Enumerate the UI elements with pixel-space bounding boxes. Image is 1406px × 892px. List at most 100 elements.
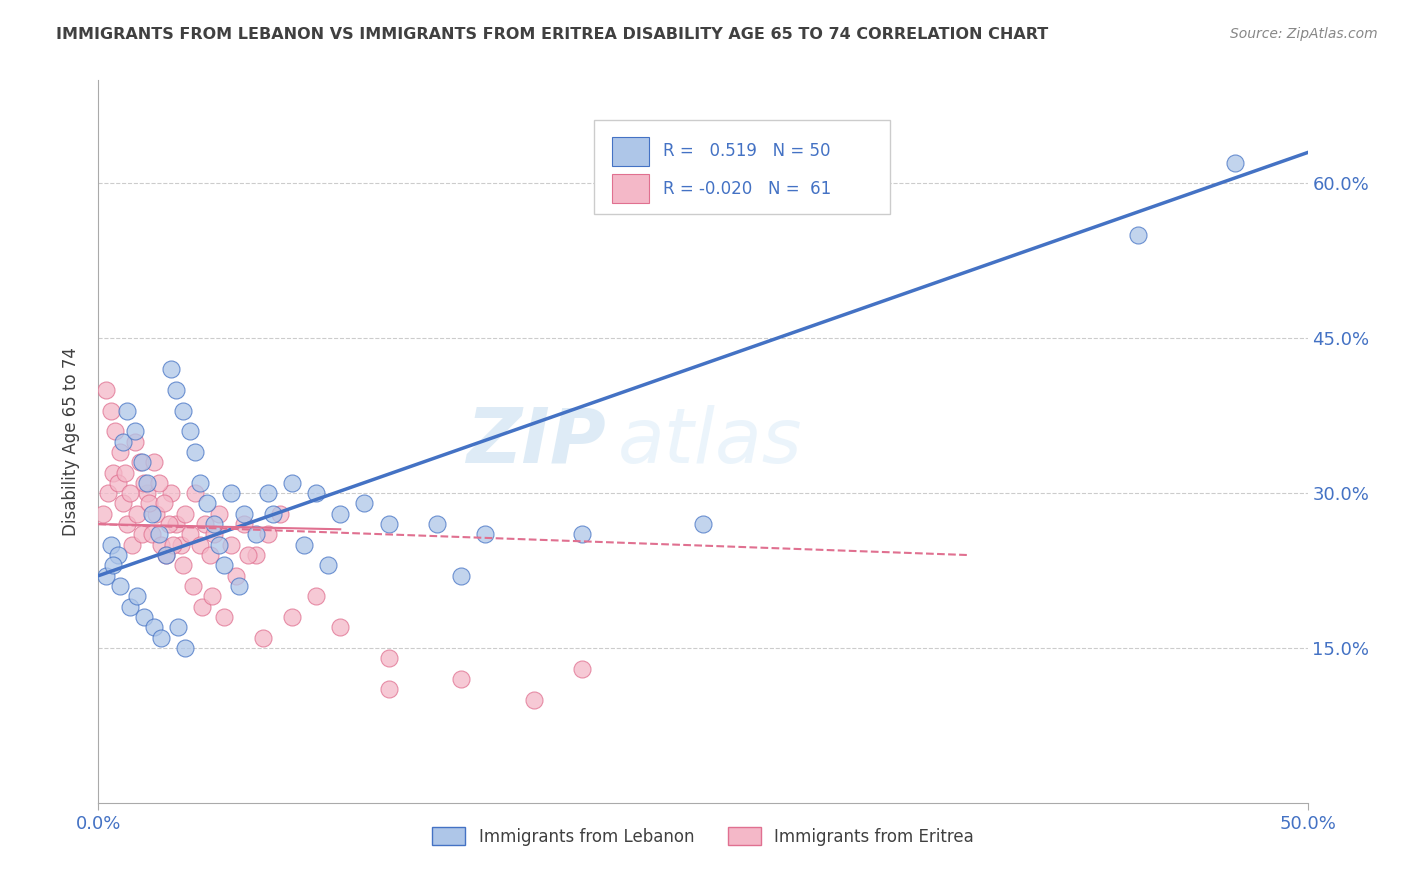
Point <box>148 475 170 490</box>
Point <box>128 455 150 469</box>
FancyBboxPatch shape <box>595 120 890 214</box>
Point <box>134 475 156 490</box>
Point <box>281 610 304 624</box>
Point <box>262 507 284 521</box>
Text: IMMIGRANTS FROM LEBANON VS IMMIGRANTS FROM ERITREA DISABILITY AGE 65 TO 74 CORRE: IMMIGRANTS FROM LEBANON VS IMMIGRANTS FR… <box>56 27 1049 42</box>
Point <box>181 579 204 593</box>
Point <box>145 507 167 521</box>
Point <box>117 403 139 417</box>
Point <box>256 527 278 541</box>
Point <box>172 403 194 417</box>
Point <box>143 620 166 634</box>
Point <box>329 507 352 521</box>
Point <box>124 424 146 438</box>
Point <box>184 486 207 500</box>
Point <box>141 507 163 521</box>
Bar <box>613 174 648 203</box>
Point <box>114 466 136 480</box>
Point <box>111 434 134 449</box>
Point <box>174 507 197 521</box>
Point <box>245 548 267 562</box>
Point <box>135 475 157 490</box>
Point <box>134 610 156 624</box>
Point <box>692 517 714 532</box>
Point <box>377 682 399 697</box>
Point <box>118 486 141 500</box>
Point <box>232 517 254 532</box>
Point <box>165 383 187 397</box>
Point <box>204 527 226 541</box>
Point <box>450 568 472 582</box>
Point <box>124 434 146 449</box>
Point <box>160 486 183 500</box>
Point <box>172 558 194 573</box>
Point <box>94 383 117 397</box>
Legend: Immigrants from Lebanon, Immigrants from Eritrea: Immigrants from Lebanon, Immigrants from… <box>426 821 980 852</box>
Point <box>101 558 124 573</box>
Point <box>232 507 254 521</box>
Point <box>204 517 226 532</box>
Point <box>100 538 122 552</box>
Point <box>188 475 211 490</box>
Y-axis label: Disability Age 65 to 74: Disability Age 65 to 74 <box>62 347 80 536</box>
Point <box>150 538 173 552</box>
Point <box>571 527 593 541</box>
Point <box>167 620 190 634</box>
Point <box>281 475 304 490</box>
Point <box>221 486 243 500</box>
Point <box>245 527 267 541</box>
Point <box>292 538 315 552</box>
Point <box>208 507 231 521</box>
Point <box>127 590 149 604</box>
Text: R =   0.519   N = 50: R = 0.519 N = 50 <box>664 143 831 161</box>
Point <box>474 527 496 541</box>
Point <box>269 507 291 521</box>
Point <box>225 568 247 582</box>
Point <box>426 517 449 532</box>
Point <box>108 445 131 459</box>
Point <box>195 496 218 510</box>
Point <box>1223 156 1246 170</box>
Point <box>191 599 214 614</box>
Point <box>157 517 180 532</box>
Point <box>188 538 211 552</box>
Point <box>94 568 117 582</box>
Point <box>305 590 328 604</box>
Point <box>305 486 328 500</box>
Point <box>91 507 114 521</box>
Point <box>152 496 174 510</box>
Point <box>118 599 141 614</box>
Point <box>97 486 120 500</box>
Point <box>238 548 260 562</box>
Point <box>155 548 177 562</box>
Bar <box>613 137 648 166</box>
Text: ZIP: ZIP <box>467 405 606 478</box>
Point <box>107 475 129 490</box>
Point <box>135 486 157 500</box>
Point <box>194 517 217 532</box>
Point <box>184 445 207 459</box>
Point <box>228 579 250 593</box>
Text: Source: ZipAtlas.com: Source: ZipAtlas.com <box>1230 27 1378 41</box>
Point <box>148 527 170 541</box>
Point <box>252 631 274 645</box>
Point <box>450 672 472 686</box>
Point <box>571 662 593 676</box>
Text: atlas: atlas <box>619 405 803 478</box>
Point <box>377 517 399 532</box>
Point <box>141 527 163 541</box>
Point <box>179 424 201 438</box>
Text: R = -0.020   N =  61: R = -0.020 N = 61 <box>664 179 831 198</box>
Point <box>150 631 173 645</box>
Point <box>101 466 124 480</box>
Point <box>256 486 278 500</box>
Point <box>162 538 184 552</box>
Point <box>174 640 197 655</box>
Point <box>107 548 129 562</box>
Point <box>169 538 191 552</box>
Point <box>155 548 177 562</box>
Point <box>100 403 122 417</box>
Point <box>208 538 231 552</box>
Point <box>160 362 183 376</box>
Point <box>131 527 153 541</box>
